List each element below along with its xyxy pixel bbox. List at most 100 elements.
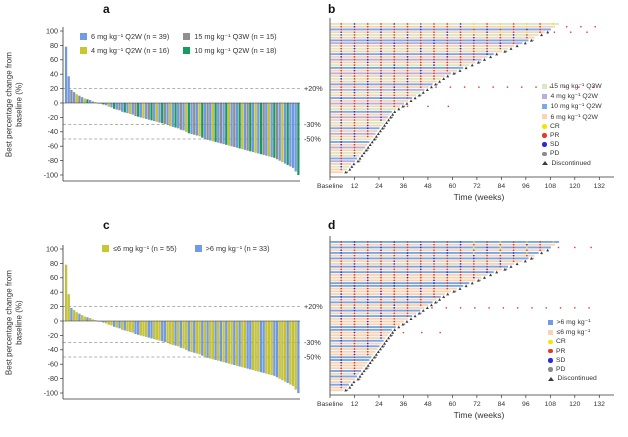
- svg-text:60: 60: [50, 55, 58, 64]
- swimmer-chart-d: Baseline 12 24 36 48 60 72 84 96 108 120 132: [317, 236, 614, 408]
- legend-label: 6 mg kg⁻¹ Q2W: [550, 113, 598, 121]
- svg-text:20: 20: [50, 84, 58, 93]
- square-swatch: [542, 103, 547, 109]
- svg-text:-40: -40: [48, 127, 58, 136]
- square-swatch: [183, 32, 191, 40]
- svg-text:40: 40: [50, 288, 58, 297]
- svg-text:0: 0: [54, 316, 58, 325]
- legend-label: Discontinued: [557, 375, 597, 383]
- square-swatch: [194, 245, 202, 252]
- circle-swatch: [542, 124, 547, 129]
- svg-text:-60: -60: [48, 360, 58, 369]
- svg-text:12: 12: [351, 183, 359, 190]
- svg-text:Baseline: Baseline: [317, 401, 343, 408]
- legend-label: 6 mg kg⁻¹ Q2W (n = 39): [91, 31, 170, 41]
- legend-item: PR: [548, 348, 597, 355]
- panel-d: d Baseline 12 24 36 48 60 72 84 96 108 120 132 >6 m…: [314, 218, 628, 437]
- svg-text:20: 20: [50, 302, 58, 311]
- svg-text:108: 108: [545, 183, 557, 190]
- triangle-swatch: [542, 161, 548, 165]
- legend-label: 10 mg kg⁻¹ Q2W (n = 18): [194, 45, 277, 55]
- legend-d: >6 mg kg⁻¹ ≤6 mg kg⁻¹ CR PR SD PD Discontinued: [548, 318, 597, 382]
- panel-b-label: b: [328, 2, 336, 16]
- legend-label: SD: [550, 141, 560, 149]
- legend-label: 4 mg kg⁻¹ Q2W (n = 16): [91, 45, 170, 55]
- legend-item: SD: [542, 141, 602, 148]
- svg-text:60: 60: [449, 183, 457, 190]
- svg-text:-40: -40: [48, 345, 58, 354]
- legend-item: CR: [548, 338, 597, 345]
- svg-text:120: 120: [569, 183, 581, 190]
- svg-text:-30%: -30%: [304, 120, 321, 129]
- circle-swatch: [542, 133, 547, 138]
- square-swatch: [548, 319, 553, 325]
- panel-c-label: c: [103, 218, 110, 232]
- legend-label: PR: [556, 347, 566, 355]
- legend-label: CR: [550, 122, 560, 130]
- svg-text:-30%: -30%: [304, 338, 321, 347]
- legend-label: 4 mg kg⁻¹ Q2W: [550, 93, 598, 101]
- legend-item: PR: [542, 132, 602, 139]
- legend-label: ≤6 mg kg⁻¹ (n = 55): [113, 244, 177, 253]
- waterfall-chart-a: +20% -30% -50% 100 80 60 40 20 0 -20 -40 -60 -80 -100: [44, 26, 323, 182]
- legend-label: Discontinued: [551, 159, 591, 167]
- legend-a: 6 mg kg⁻¹ Q2W (n = 39) 4 mg kg⁻¹ Q2W (n =…: [80, 29, 277, 57]
- legend-item: Discontinued: [548, 375, 597, 382]
- svg-text:Baseline: Baseline: [317, 183, 343, 190]
- svg-text:80: 80: [50, 259, 58, 268]
- circle-swatch: [542, 142, 547, 147]
- legend-item: PD: [542, 150, 602, 157]
- square-swatch: [542, 114, 547, 120]
- legend-item: PD: [548, 366, 597, 373]
- svg-text:12: 12: [351, 401, 359, 408]
- svg-text:36: 36: [400, 401, 408, 408]
- legend-label: ≤6 mg kg⁻¹: [556, 329, 591, 337]
- svg-text:84: 84: [498, 183, 506, 190]
- x-axis-label-d: Time (weeks): [453, 410, 505, 420]
- svg-text:-50%: -50%: [304, 352, 321, 361]
- svg-text:108: 108: [545, 401, 557, 408]
- swimmer-chart-b: Baseline 12 24 36 48 60 72 84 96 108 120 132: [317, 18, 614, 190]
- circle-swatch: [542, 151, 547, 157]
- svg-text:+20%: +20%: [304, 302, 323, 311]
- svg-text:84: 84: [498, 401, 506, 408]
- svg-text:-50%: -50%: [304, 134, 321, 143]
- square-swatch: [542, 83, 547, 89]
- svg-text:48: 48: [424, 401, 432, 408]
- svg-text:-20: -20: [48, 331, 58, 340]
- svg-text:72: 72: [473, 183, 481, 190]
- svg-text:72: 72: [473, 401, 481, 408]
- svg-text:-80: -80: [48, 374, 58, 383]
- legend-item: >6 mg kg⁻¹ (n = 33): [194, 244, 270, 253]
- svg-text:48: 48: [424, 183, 432, 190]
- legend-label: 15 mg kg⁻¹ Q3W: [550, 83, 602, 90]
- panel-a: a Best percentage change from baseline (…: [0, 0, 336, 218]
- legend-item: 10 mg kg⁻¹ Q2W: [542, 102, 602, 110]
- svg-text:132: 132: [594, 401, 606, 408]
- svg-text:96: 96: [522, 183, 530, 190]
- svg-text:100: 100: [46, 244, 58, 253]
- panel-c: c Best percentage change from baseline (…: [0, 218, 336, 437]
- panel-a-label: a: [103, 2, 110, 16]
- svg-text:120: 120: [569, 401, 581, 408]
- square-swatch: [102, 245, 109, 252]
- svg-text:-100: -100: [44, 170, 58, 179]
- svg-text:40: 40: [50, 70, 58, 79]
- legend-item: 6 mg kg⁻¹ Q2W (n = 39): [80, 32, 169, 41]
- svg-text:-60: -60: [48, 142, 58, 151]
- triangle-swatch: [548, 376, 554, 381]
- circle-swatch: [548, 348, 553, 354]
- circle-swatch: [548, 367, 553, 372]
- panel-d-label: d: [328, 218, 336, 232]
- legend-label: 10 mg kg⁻¹ Q2W: [550, 103, 602, 111]
- x-axis-label-b: Time (weeks): [453, 192, 505, 202]
- svg-text:100: 100: [46, 26, 58, 35]
- legend-item: 4 mg kg⁻¹ Q2W: [542, 92, 602, 100]
- svg-text:0: 0: [54, 98, 58, 107]
- legend-item: Discontinued: [542, 160, 602, 167]
- legend-c: ≤6 mg kg⁻¹ (n = 55) >6 mg kg⁻¹ (n = 33): [102, 244, 270, 253]
- legend-label: 15 mg kg⁻¹ Q3W (n = 15): [194, 31, 277, 41]
- legend-item: 6 mg kg⁻¹ Q2W: [542, 113, 602, 121]
- legend-label: >6 mg kg⁻¹ (n = 33): [205, 244, 270, 253]
- legend-b: 15 mg kg⁻¹ Q3W 4 mg kg⁻¹ Q2W 10 mg kg⁻¹ Q2…: [542, 82, 602, 167]
